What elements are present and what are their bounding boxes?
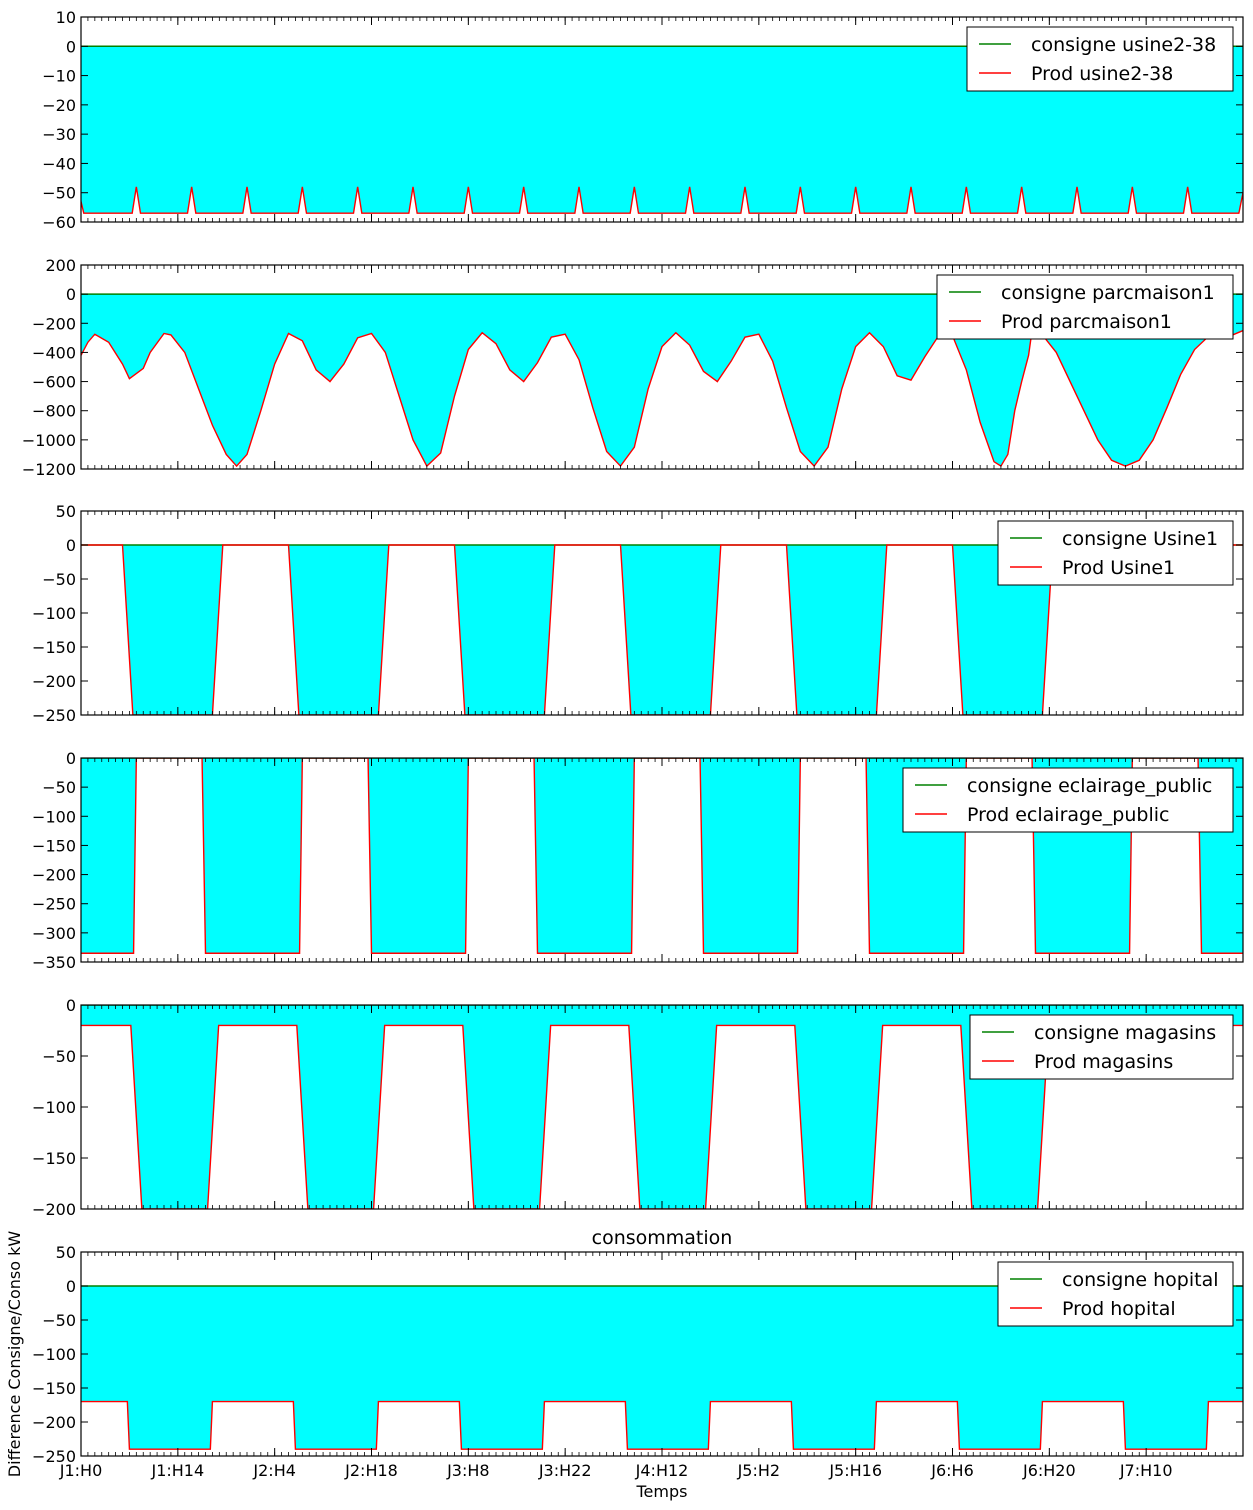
y-tick-label: −1200 — [22, 460, 76, 479]
legend-label: consigne hopital — [1062, 1269, 1219, 1291]
y-tick-label: −50 — [42, 778, 76, 797]
legend-box — [997, 520, 1234, 586]
y-tick-label: 0 — [66, 536, 76, 555]
prod-line-usine2-38 — [81, 186, 1243, 214]
y-tick-label: −100 — [32, 1345, 76, 1364]
panel-magasins: 0 −50 −100 −150 −200 consigne magasins Prod ma… — [32, 996, 1244, 1219]
y-tick-label: 0 — [66, 285, 76, 304]
legend-box — [969, 1014, 1234, 1080]
fill-area-Usine1 — [81, 545, 1243, 715]
y-tick-label: −40 — [42, 154, 76, 173]
legend-label: Prod Usine1 — [1062, 557, 1175, 579]
legend-label: consigne magasins — [1034, 1022, 1216, 1044]
legend-label: Prod magasins — [1034, 1051, 1173, 1073]
y-tick-label: −50 — [42, 184, 76, 203]
y-tick-label: −600 — [32, 373, 76, 392]
x-tick-label: J5:H16 — [828, 1461, 882, 1480]
prod-line-hopital — [81, 1400, 1243, 1450]
y-tick-label: −1000 — [22, 431, 76, 450]
legend-label: Prod usine2-38 — [1031, 63, 1173, 85]
y-tick-label: 0 — [66, 749, 76, 768]
x-tick-label: J6:H6 — [930, 1461, 974, 1480]
legend-box — [966, 26, 1234, 92]
y-tick-label: −200 — [32, 866, 76, 885]
y-tick-label: −200 — [32, 1413, 76, 1432]
x-tick-label: J6:H20 — [1022, 1461, 1076, 1480]
y-tick-label: 10 — [56, 8, 76, 27]
y-tick-label: −100 — [32, 807, 76, 826]
y-tick-label: −60 — [42, 213, 76, 232]
y-tick-label: −10 — [42, 67, 76, 86]
legend-box — [997, 1261, 1234, 1327]
panel-eclairage_public: 0 −50 −100 −150 −200 −250 −300 −350 consigne ecl… — [32, 749, 1244, 972]
y-tick-label: −800 — [32, 402, 76, 421]
legend-box — [902, 767, 1234, 833]
y-tick-label: 200 — [45, 256, 76, 275]
y-tick-label: −50 — [42, 1311, 76, 1330]
y-tick-label: 50 — [56, 1243, 76, 1262]
legend-label: consigne usine2-38 — [1031, 34, 1216, 56]
x-tick-label: J3:H8 — [446, 1461, 490, 1480]
panel-usine2-38: 10 0 −10 −20 −30 −40 −50 −60 consigne usine2-38 P… — [42, 8, 1244, 232]
y-tick-label: −250 — [32, 895, 76, 914]
x-tick-label: J1:H0 — [59, 1461, 103, 1480]
x-tick-label: J4:H12 — [635, 1461, 689, 1480]
y-tick-label: −200 — [32, 1200, 76, 1219]
legend: consigne hopital Prod hopital — [997, 1261, 1234, 1327]
y-tick-label: −150 — [32, 638, 76, 657]
legend: consigne usine2-38 Prod usine2-38 — [966, 26, 1234, 92]
y-tick-label: −400 — [32, 343, 76, 362]
x-tick-label: J7:H10 — [1119, 1461, 1173, 1480]
y-tick-label: −20 — [42, 96, 76, 115]
legend: consigne magasins Prod magasins — [969, 1014, 1234, 1080]
legend-label: Prod hopital — [1062, 1298, 1176, 1320]
y-tick-label: −250 — [32, 706, 76, 725]
legend-label: consigne parcmaison1 — [1001, 282, 1215, 304]
panel-parcmaison1: 200 0 −200 −400 −600 −800 −1000 −1200 consigne p… — [22, 256, 1244, 479]
y-tick-label: −300 — [32, 924, 76, 943]
chart-title: consommation — [592, 1227, 733, 1249]
y-axis-label: Difference Consigne/Conso kW — [5, 1231, 24, 1478]
legend: consigne eclairage_public Prod eclairage_… — [902, 767, 1234, 833]
legend-label: Prod eclairage_public — [967, 804, 1169, 826]
y-tick-label: −100 — [32, 1098, 76, 1117]
y-tick-label: −250 — [32, 1447, 76, 1466]
legend: consigne Usine1 Prod Usine1 — [997, 520, 1234, 586]
y-tick-label: −350 — [32, 953, 76, 972]
y-tick-label: −200 — [32, 672, 76, 691]
x-tick-label: J5:H2 — [737, 1461, 781, 1480]
y-tick-label: 0 — [66, 37, 76, 56]
prod-line-eclairage_public — [81, 758, 1243, 954]
y-tick-label: −50 — [42, 1047, 76, 1066]
y-tick-label: 50 — [56, 502, 76, 521]
y-tick-label: −30 — [42, 125, 76, 144]
x-tick-label: J3:H22 — [538, 1461, 592, 1480]
panel-Usine1: 50 0 −50 −100 −150 −200 −250 consigne Usine1 Pro… — [32, 502, 1244, 725]
legend: consigne parcmaison1 Prod parcmaison1 — [936, 274, 1234, 340]
fill-area-magasins — [81, 1005, 1243, 1209]
y-tick-label: −200 — [32, 314, 76, 333]
fill-area-usine2-38 — [81, 46, 1243, 214]
y-tick-label: 0 — [66, 996, 76, 1015]
y-tick-label: −150 — [32, 836, 76, 855]
legend-box — [936, 274, 1234, 340]
legend-label: Prod parcmaison1 — [1001, 311, 1172, 333]
y-tick-label: −150 — [32, 1379, 76, 1398]
y-tick-label: −100 — [32, 604, 76, 623]
x-tick-label: J2:H18 — [344, 1461, 398, 1480]
legend-label: consigne Usine1 — [1062, 528, 1218, 550]
x-tick-label: J1:H14 — [150, 1461, 204, 1480]
y-tick-label: −150 — [32, 1149, 76, 1168]
x-tick-label: J2:H4 — [252, 1461, 296, 1480]
y-tick-label: −50 — [42, 570, 76, 589]
legend-label: consigne eclairage_public — [967, 775, 1212, 797]
prod-line-Usine1 — [81, 544, 1243, 715]
panel-hopital: 50 0 −50 −100 −150 −200 −250 consigne hopital Pr… — [5, 1227, 1244, 1501]
x-axis-label: Temps — [636, 1482, 688, 1501]
y-tick-label: 0 — [66, 1277, 76, 1296]
fill-area-hopital — [81, 1286, 1243, 1450]
prod-line-magasins — [81, 1024, 1243, 1209]
